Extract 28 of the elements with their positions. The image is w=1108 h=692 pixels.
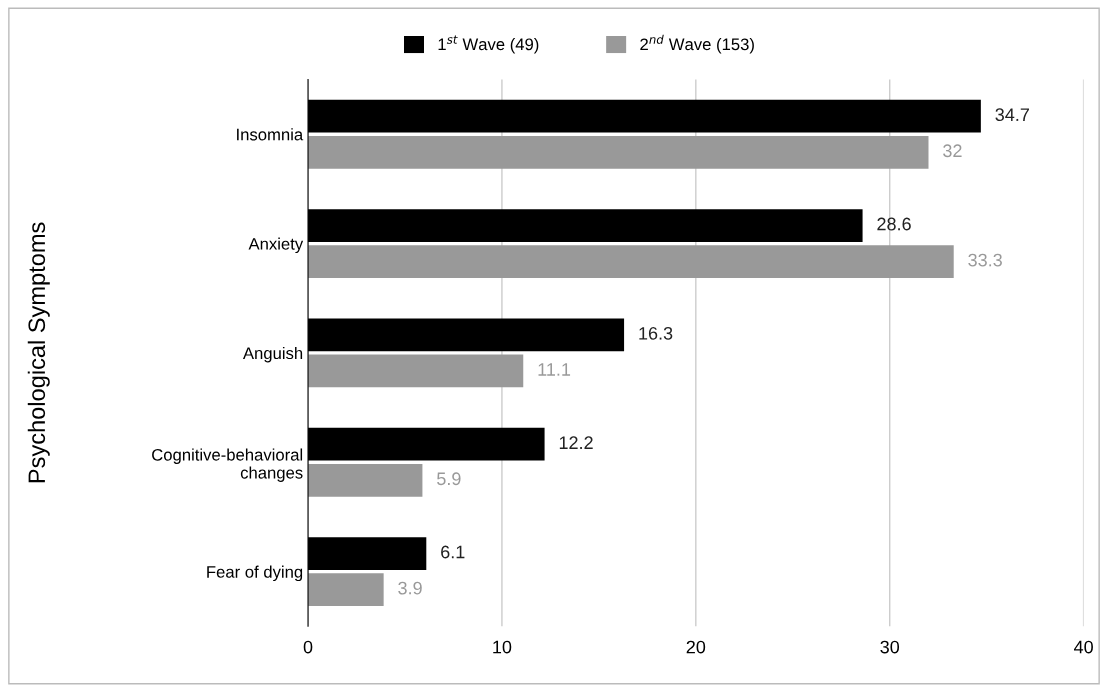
- data-label: 28.6: [877, 217, 911, 231]
- data-label: 12.2: [559, 436, 593, 449]
- x-tick-label: 10: [493, 640, 512, 654]
- y-axis-title: Psychological Symptoms: [27, 222, 50, 483]
- bar: [308, 135, 929, 169]
- bar: [308, 245, 954, 279]
- x-tick-label: 20: [686, 640, 706, 654]
- bar: [308, 573, 384, 607]
- data-label: 3.9: [398, 581, 422, 595]
- x-tick-label: 0: [303, 640, 313, 654]
- y-tick-label: Anxiety: [248, 237, 304, 254]
- y-tick-label: Insomnia: [237, 128, 304, 141]
- y-tick-label: Fear of dying: [207, 565, 303, 582]
- x-tick-label: 40: [1074, 640, 1093, 654]
- data-label: 33.3: [968, 253, 1002, 267]
- legend-label: 2$^{nd}$ Wave (153): [640, 34, 754, 54]
- data-label: 34.7: [995, 108, 1029, 122]
- y-tick-label: Anguish: [242, 346, 303, 363]
- bar: [308, 463, 423, 497]
- data-label: 32: [943, 144, 962, 158]
- legend-label: 1$^{st}$ Wave (49): [438, 35, 539, 54]
- data-label: 11.1: [538, 363, 571, 376]
- data-label: 5.9: [437, 472, 461, 486]
- x-tick-label: 30: [880, 640, 900, 654]
- data-label: 16.3: [639, 326, 673, 340]
- bar: [308, 354, 524, 388]
- y-tick-label: Cognitive-behavioral changes: [152, 448, 303, 482]
- data-label: 6.1: [441, 545, 465, 559]
